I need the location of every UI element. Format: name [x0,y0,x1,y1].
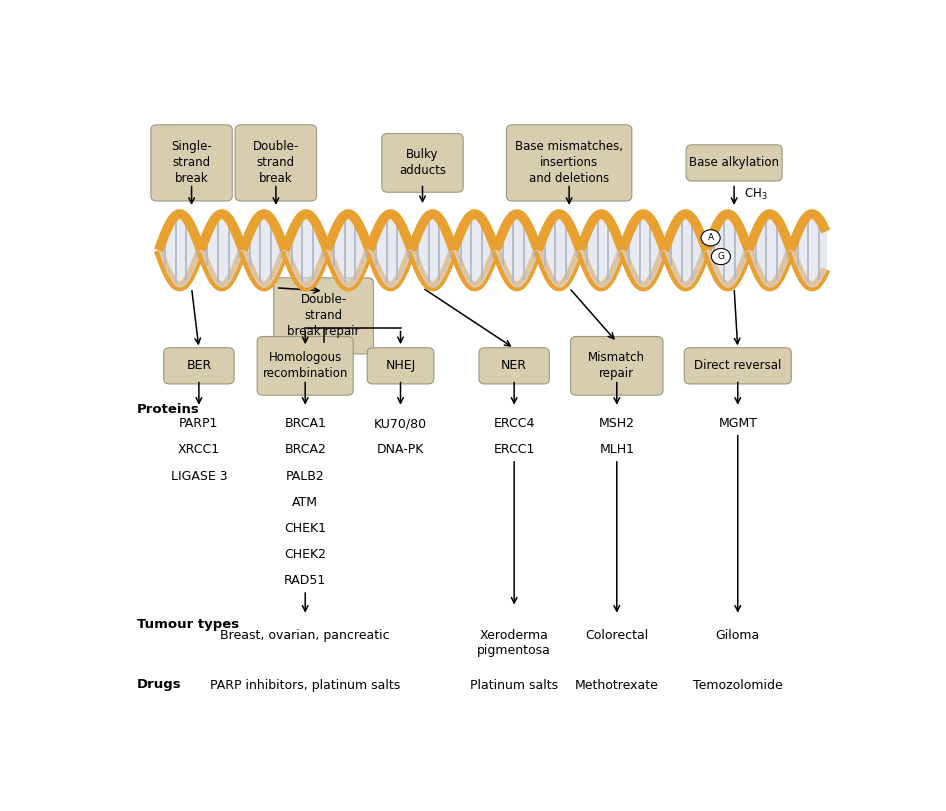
Text: DNA-PK: DNA-PK [377,444,424,457]
Text: BRCA2: BRCA2 [284,444,326,457]
FancyBboxPatch shape [686,145,782,181]
FancyBboxPatch shape [164,348,234,384]
FancyBboxPatch shape [273,278,374,354]
Text: PARP1: PARP1 [179,417,219,430]
Text: MLH1: MLH1 [600,444,634,457]
Text: KU70/80: KU70/80 [374,417,427,430]
Text: Drugs: Drugs [136,678,182,691]
Text: Breast, ovarian, pancreatic: Breast, ovarian, pancreatic [220,629,390,642]
Text: CH$_3$: CH$_3$ [745,187,768,202]
Text: Direct reversal: Direct reversal [694,359,781,372]
Text: LIGASE 3: LIGASE 3 [170,470,227,483]
Text: ERCC1: ERCC1 [494,444,534,457]
Text: Platinum salts: Platinum salts [470,679,558,692]
FancyBboxPatch shape [506,125,632,201]
Text: G: G [717,252,725,261]
FancyBboxPatch shape [367,348,434,384]
Text: Homologous
recombination: Homologous recombination [263,351,348,380]
Circle shape [701,230,720,246]
Text: CHEK1: CHEK1 [284,522,326,535]
Text: ATM: ATM [292,496,318,508]
Text: Double-
strand
break: Double- strand break [253,140,299,186]
Text: Colorectal: Colorectal [586,629,648,642]
Text: Temozolomide: Temozolomide [692,679,782,692]
Text: XRCC1: XRCC1 [178,444,220,457]
Text: Methotrexate: Methotrexate [575,679,658,692]
FancyBboxPatch shape [150,125,233,201]
FancyBboxPatch shape [684,348,791,384]
Text: NHEJ: NHEJ [385,359,415,372]
Text: MSH2: MSH2 [599,417,635,430]
Text: A: A [708,234,713,242]
Text: Double-
strand
break repair: Double- strand break repair [288,294,359,338]
Text: CHEK2: CHEK2 [284,548,326,561]
Text: MGMT: MGMT [718,417,757,430]
Text: Base mismatches,
insertions
and deletions: Base mismatches, insertions and deletion… [516,140,623,186]
Text: RAD51: RAD51 [284,574,326,587]
FancyBboxPatch shape [382,134,464,192]
Text: Proteins: Proteins [136,403,200,416]
Text: NER: NER [501,359,527,372]
Circle shape [711,248,730,264]
Text: Single-
strand
break: Single- strand break [171,140,212,186]
Text: Xeroderma
pigmentosa: Xeroderma pigmentosa [477,629,552,658]
Text: BER: BER [186,359,212,372]
Text: Mismatch
repair: Mismatch repair [588,351,645,380]
Text: Bulky
adducts: Bulky adducts [399,148,446,178]
Text: BRCA1: BRCA1 [284,417,326,430]
FancyBboxPatch shape [570,337,663,395]
FancyBboxPatch shape [236,125,317,201]
Text: Base alkylation: Base alkylation [689,157,780,169]
FancyBboxPatch shape [479,348,550,384]
Text: Giloma: Giloma [715,629,760,642]
FancyBboxPatch shape [257,337,353,395]
Text: ERCC4: ERCC4 [494,417,534,430]
Text: PARP inhibitors, platinum salts: PARP inhibitors, platinum salts [210,679,400,692]
Text: PALB2: PALB2 [286,470,324,483]
Text: Tumour types: Tumour types [136,619,238,632]
